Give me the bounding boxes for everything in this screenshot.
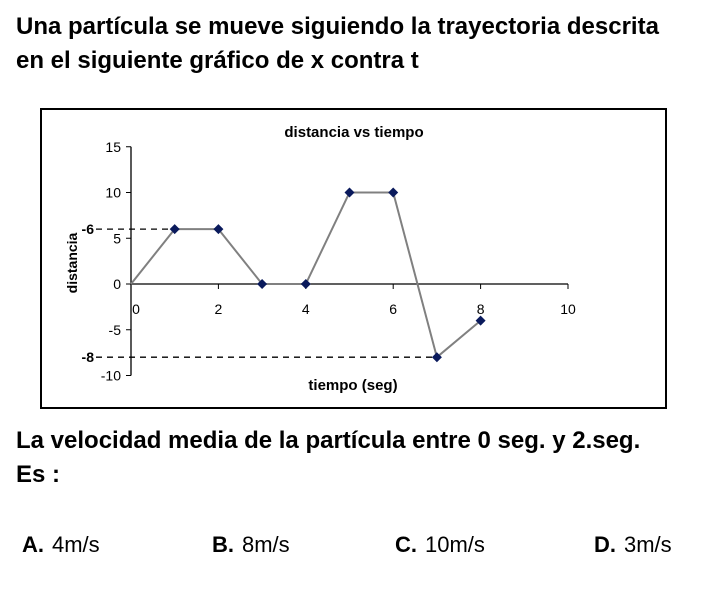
x-tick-label: 0 [132, 301, 140, 317]
x-tick-label: 8 [477, 301, 485, 317]
data-point [213, 224, 224, 235]
chart-plot-area: -10 -5 0 5 10 15 0 2 4 6 8 10 -6 -8 [82, 139, 576, 384]
data-point [344, 187, 355, 198]
answer-option-d[interactable]: D. 3m/s [594, 531, 672, 559]
y-tick-label: -10 [101, 368, 121, 384]
question-line-2: en el siguiente gráfico de x contra t [16, 47, 419, 74]
answer-value: 3m/s [624, 532, 672, 557]
prompt-line-2: Es : [16, 461, 61, 488]
answer-letter: B. [212, 532, 234, 557]
y-tick-label: -5 [109, 322, 122, 338]
chart-ylabel: distancia [64, 232, 80, 293]
x-tick-label: 6 [389, 301, 397, 317]
data-point [169, 224, 180, 235]
y-tick-label: 15 [105, 139, 121, 155]
y-tick-label: 5 [113, 230, 121, 246]
prompt-line-1: La velocidad media de la partícula entre… [16, 427, 641, 454]
x-tick-label: 4 [302, 301, 310, 317]
answer-option-a[interactable]: A. 4m/s [22, 531, 100, 559]
reference-label: -6 [82, 221, 95, 237]
data-point [300, 279, 311, 289]
data-point [431, 352, 442, 363]
answer-value: 4m/s [52, 532, 100, 557]
answer-option-c[interactable]: C. 10m/s [395, 531, 485, 559]
data-point [388, 187, 399, 198]
y-tick-label: 10 [105, 185, 121, 201]
chart-frame [40, 108, 667, 409]
reference-label: -8 [82, 349, 95, 365]
answer-option-b[interactable]: B. 8m/s [212, 531, 290, 559]
answer-letter: C. [395, 532, 417, 557]
answer-letter: A. [22, 532, 44, 557]
answer-value: 10m/s [425, 532, 485, 557]
y-tick-label: 0 [113, 276, 121, 292]
prompt-text: La velocidad media de la partícula entre… [16, 424, 696, 492]
question-line-1: Una partícula se mueve siguiendo la tray… [16, 13, 659, 40]
question-text: Una partícula se mueve siguiendo la tray… [16, 10, 696, 78]
x-tick-label: 10 [560, 301, 576, 317]
answer-letter: D. [594, 532, 616, 557]
data-point [257, 279, 268, 289]
answer-value: 8m/s [242, 532, 290, 557]
chart-title: distancia vs tiempo [284, 124, 423, 141]
x-tick-label: 2 [215, 301, 223, 317]
chart-xlabel: tiempo (seg) [308, 377, 397, 394]
data-point [475, 315, 486, 326]
